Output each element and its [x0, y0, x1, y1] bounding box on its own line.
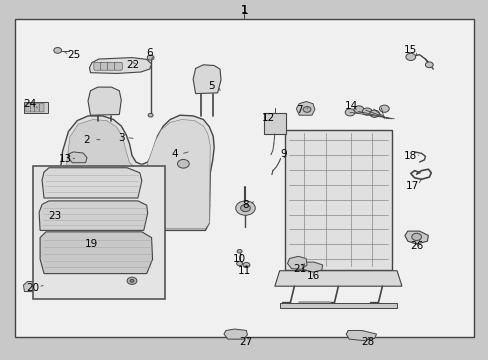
- Polygon shape: [40, 232, 152, 274]
- FancyBboxPatch shape: [26, 103, 30, 112]
- FancyBboxPatch shape: [35, 103, 39, 112]
- Circle shape: [177, 159, 189, 168]
- FancyBboxPatch shape: [284, 130, 391, 270]
- Circle shape: [369, 110, 379, 117]
- Text: 27: 27: [238, 337, 252, 347]
- Text: 20: 20: [27, 283, 40, 293]
- Text: 1: 1: [240, 4, 248, 17]
- Polygon shape: [296, 102, 314, 115]
- Text: 14: 14: [344, 101, 357, 111]
- Polygon shape: [89, 58, 151, 73]
- Text: 16: 16: [305, 271, 319, 282]
- Text: 1: 1: [241, 5, 247, 15]
- Circle shape: [240, 204, 250, 212]
- Circle shape: [425, 62, 432, 68]
- Polygon shape: [287, 256, 306, 269]
- FancyBboxPatch shape: [24, 102, 48, 113]
- Text: 26: 26: [409, 240, 423, 251]
- FancyBboxPatch shape: [107, 62, 115, 70]
- FancyBboxPatch shape: [279, 303, 396, 308]
- Circle shape: [345, 109, 354, 116]
- Text: 11: 11: [237, 266, 251, 276]
- Text: 4: 4: [171, 149, 178, 159]
- Polygon shape: [60, 115, 214, 230]
- Polygon shape: [88, 87, 121, 115]
- Text: 5: 5: [207, 81, 214, 91]
- Text: 24: 24: [23, 99, 37, 109]
- Circle shape: [235, 201, 255, 215]
- Text: 6: 6: [145, 48, 152, 58]
- Text: 7: 7: [295, 105, 302, 115]
- FancyBboxPatch shape: [101, 62, 108, 70]
- Text: 28: 28: [360, 337, 374, 347]
- Text: 8: 8: [242, 200, 248, 210]
- Polygon shape: [147, 120, 210, 229]
- Text: 13: 13: [59, 154, 72, 164]
- Circle shape: [379, 105, 388, 112]
- FancyBboxPatch shape: [15, 19, 473, 337]
- Text: 3: 3: [118, 132, 124, 143]
- Circle shape: [362, 108, 371, 115]
- Text: 17: 17: [405, 181, 419, 191]
- Polygon shape: [42, 168, 142, 198]
- Text: 19: 19: [85, 239, 99, 249]
- Circle shape: [411, 233, 421, 240]
- Polygon shape: [66, 120, 133, 229]
- Polygon shape: [224, 329, 247, 339]
- Polygon shape: [68, 152, 87, 163]
- FancyBboxPatch shape: [114, 62, 122, 70]
- Text: 22: 22: [126, 60, 140, 70]
- Polygon shape: [23, 282, 68, 292]
- Circle shape: [405, 53, 415, 60]
- FancyBboxPatch shape: [33, 166, 165, 299]
- Text: 2: 2: [83, 135, 90, 145]
- Circle shape: [54, 201, 59, 205]
- Text: 12: 12: [261, 113, 274, 123]
- Polygon shape: [193, 65, 221, 94]
- Circle shape: [127, 277, 137, 284]
- Circle shape: [353, 106, 363, 113]
- Polygon shape: [43, 200, 61, 212]
- Text: 18: 18: [403, 150, 417, 161]
- Polygon shape: [300, 262, 322, 272]
- Text: 10: 10: [233, 254, 245, 264]
- Text: 9: 9: [280, 149, 286, 159]
- Text: 15: 15: [403, 45, 417, 55]
- Text: 25: 25: [67, 50, 81, 60]
- Text: 21: 21: [293, 264, 306, 274]
- Circle shape: [237, 249, 242, 253]
- Text: 23: 23: [48, 211, 61, 221]
- Circle shape: [54, 48, 61, 53]
- FancyBboxPatch shape: [40, 103, 44, 112]
- Polygon shape: [346, 330, 376, 341]
- Circle shape: [243, 262, 249, 267]
- FancyBboxPatch shape: [94, 62, 102, 70]
- Circle shape: [148, 113, 153, 117]
- Circle shape: [130, 279, 134, 282]
- Polygon shape: [39, 201, 147, 230]
- Polygon shape: [274, 271, 401, 286]
- Polygon shape: [404, 231, 427, 244]
- Circle shape: [147, 55, 154, 60]
- Circle shape: [303, 107, 310, 112]
- Circle shape: [236, 261, 242, 266]
- Circle shape: [45, 201, 50, 205]
- FancyBboxPatch shape: [264, 113, 285, 134]
- FancyBboxPatch shape: [30, 103, 35, 112]
